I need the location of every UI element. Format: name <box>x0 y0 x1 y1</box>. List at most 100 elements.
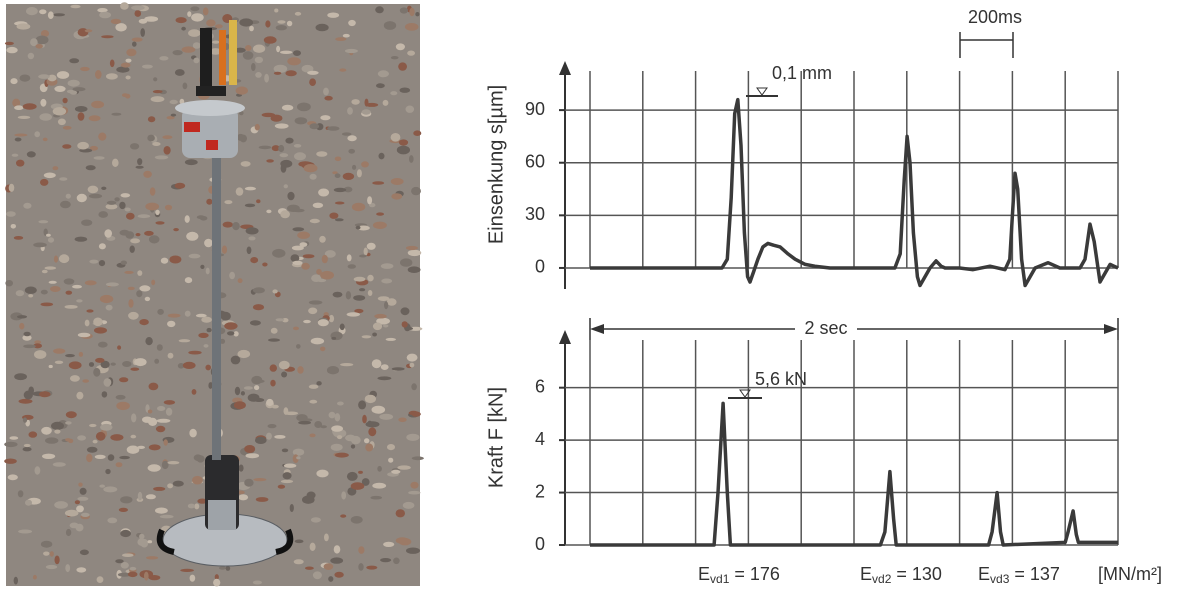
pebble <box>153 77 158 82</box>
pebble <box>312 571 322 580</box>
pebble <box>307 70 319 75</box>
pebble <box>107 517 118 524</box>
pebble <box>201 316 212 323</box>
pebble <box>280 159 293 168</box>
pebble <box>309 542 316 551</box>
signal-line <box>590 97 1119 288</box>
pebble <box>350 516 363 524</box>
pebble <box>294 539 304 544</box>
pebble <box>333 187 347 193</box>
pebble <box>19 322 25 330</box>
pebble <box>159 56 169 61</box>
pebble <box>127 286 135 291</box>
pebble <box>339 323 345 331</box>
pebble <box>149 187 156 196</box>
pebble <box>254 385 260 391</box>
pebble <box>327 126 340 131</box>
pebble <box>255 497 269 502</box>
pebble <box>130 434 137 439</box>
pebble <box>245 227 259 235</box>
pebble <box>34 350 47 359</box>
pebble <box>408 490 421 495</box>
pebble <box>275 318 285 322</box>
pebble <box>346 471 358 481</box>
pebble <box>98 341 108 348</box>
pebble <box>33 343 42 349</box>
pebble <box>348 19 356 27</box>
pebble <box>152 142 161 146</box>
pebble <box>38 391 51 398</box>
pebble <box>190 6 200 12</box>
pebble <box>249 25 254 32</box>
pebble <box>127 571 138 578</box>
pebble <box>410 481 419 489</box>
pebble <box>130 367 140 371</box>
pebble <box>65 528 72 537</box>
pebble <box>314 421 323 428</box>
pebble <box>390 91 398 96</box>
pebble <box>347 264 356 269</box>
pebble <box>194 503 200 510</box>
pebble <box>244 445 256 453</box>
pebble <box>139 285 151 292</box>
pebble <box>309 433 316 438</box>
pebble <box>64 305 78 309</box>
modulus-symbol: E <box>860 564 872 584</box>
modulus-symbol: E <box>698 564 710 584</box>
pebble <box>271 145 280 152</box>
pebble <box>345 434 356 442</box>
pebble <box>253 478 267 482</box>
pebble <box>40 540 53 548</box>
pebble <box>47 74 57 82</box>
pebble <box>292 227 305 232</box>
pebble <box>196 455 205 463</box>
pebble <box>377 70 389 78</box>
pebble <box>353 295 366 301</box>
pebble <box>112 158 119 167</box>
pebble <box>24 286 37 294</box>
pebble <box>165 407 173 416</box>
y-tick-label: 6 <box>535 376 545 396</box>
pebble <box>266 209 272 214</box>
pebble <box>278 360 290 370</box>
pebble <box>337 401 344 406</box>
pebble <box>131 5 145 11</box>
pebble <box>227 331 235 336</box>
pebble <box>292 454 299 463</box>
pebble <box>387 444 395 451</box>
pebble <box>334 413 341 422</box>
pebble <box>139 319 149 326</box>
pebble <box>230 355 241 365</box>
pebble <box>124 207 131 212</box>
pebble <box>19 74 31 82</box>
pebble <box>334 201 345 205</box>
pebble <box>65 564 71 573</box>
pebble <box>274 8 279 13</box>
y-tick-label: 60 <box>525 151 545 171</box>
pebble <box>105 304 113 311</box>
pebble <box>328 411 336 419</box>
pebble <box>115 23 127 32</box>
pebble <box>320 270 334 280</box>
pebble <box>409 362 415 368</box>
pebble <box>221 245 228 254</box>
pebble <box>351 99 360 105</box>
pebble <box>251 63 256 71</box>
pebble <box>180 568 194 573</box>
pebble <box>309 78 316 86</box>
pebble <box>294 117 308 125</box>
pebble <box>156 418 171 423</box>
pebble <box>40 30 50 37</box>
pebble <box>69 58 80 64</box>
pebble <box>229 271 236 280</box>
pebble <box>144 16 159 22</box>
pebble <box>119 455 130 460</box>
pebble <box>324 533 329 542</box>
label-red <box>184 122 200 132</box>
pebble <box>40 302 54 307</box>
pebble <box>103 378 112 387</box>
pebble <box>143 170 152 178</box>
latch <box>196 86 226 96</box>
pebble <box>7 474 18 481</box>
pebble <box>76 193 87 203</box>
